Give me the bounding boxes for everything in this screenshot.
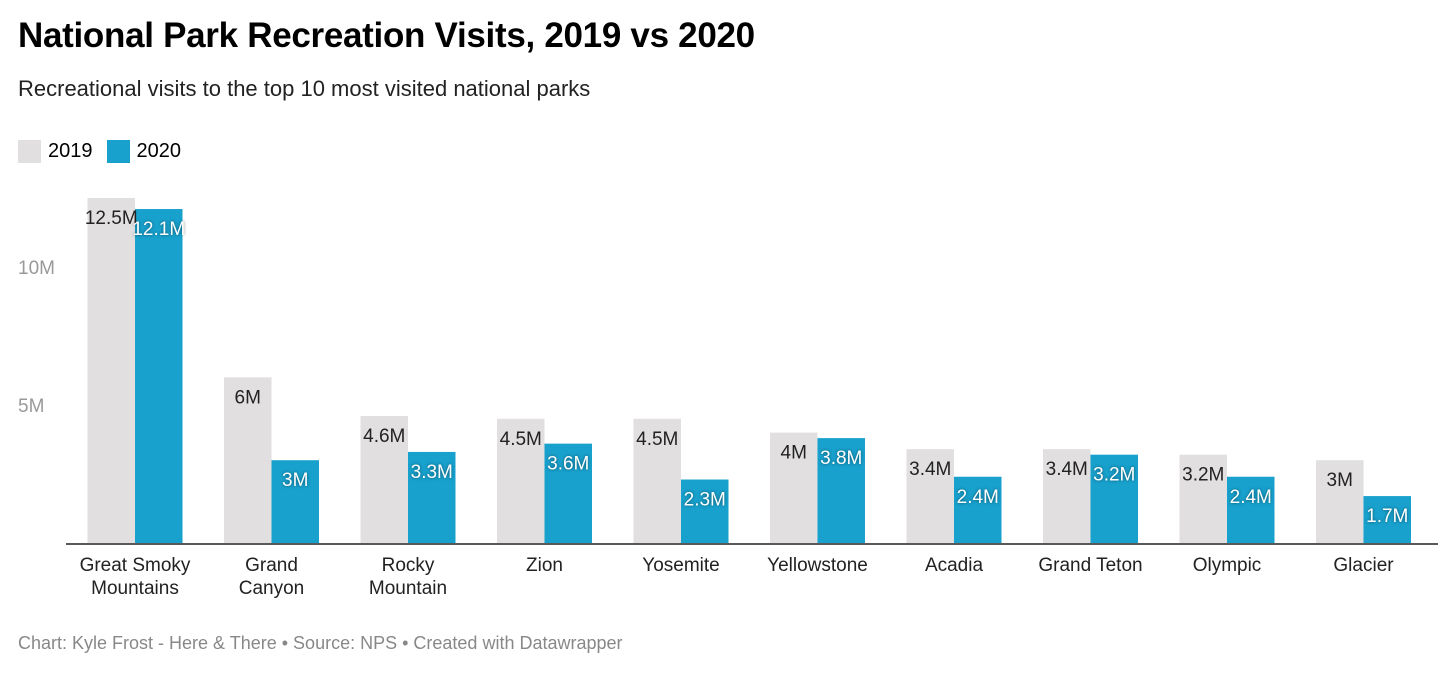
x-tick-label: Grand Teton: [1038, 555, 1142, 576]
bar-2020: [135, 209, 183, 544]
value-label-2020: 1.7M: [1366, 506, 1408, 527]
bar-2020: [1227, 476, 1275, 543]
value-label-2020: 3.6M: [547, 454, 589, 475]
chart-title: National Park Recreation Visits, 2019 vs…: [18, 16, 755, 55]
value-label-2019: 12.5M: [85, 208, 138, 229]
x-tick-label: Zion: [526, 555, 563, 576]
x-tick-label: Olympic: [1193, 555, 1262, 576]
bar-2020: [817, 438, 865, 543]
bar-2019: [497, 418, 545, 543]
bar-2020: [271, 460, 319, 543]
x-tick-label: Rocky: [382, 555, 435, 576]
value-label-2020: 3M: [282, 470, 308, 491]
value-label-2020: 3.3M: [411, 462, 453, 483]
value-label-2020: 2.4M: [1230, 487, 1272, 508]
legend-item-2019: 2019: [18, 140, 93, 163]
bar-2020: [1363, 496, 1411, 543]
bar-2019: [1316, 460, 1364, 543]
legend-swatch-2019: [18, 140, 41, 163]
bar-2019: [224, 377, 272, 543]
value-label-2019: 4M: [781, 443, 807, 464]
value-label-2020: 2.3M: [684, 490, 726, 511]
value-label-2019: 4.5M: [500, 429, 542, 450]
value-label-2019: 3.4M: [909, 459, 951, 480]
value-label-2019: 3.4M: [1046, 459, 1088, 480]
value-label-2020: 12.1M: [132, 219, 185, 240]
value-label-2019: 4.5M: [636, 429, 678, 450]
bar-2019: [1179, 454, 1227, 543]
bar-2019: [360, 416, 408, 543]
value-label-2020: 2.4M: [957, 487, 999, 508]
bar-2019: [1043, 449, 1091, 543]
legend-label-2020: 2020: [136, 140, 182, 162]
value-label-2019: 3M: [1327, 470, 1353, 491]
x-tick-label: Yellowstone: [767, 555, 868, 576]
bar-2020: [954, 476, 1002, 543]
x-tick-label: Glacier: [1333, 555, 1394, 576]
y-tick-label: 10M: [18, 258, 55, 279]
legend-swatch-2020: [106, 140, 130, 163]
legend: 2019 2020: [18, 140, 181, 163]
bar-2020: [1090, 454, 1138, 543]
chart-footer: Chart: Kyle Frost - Here & There • Sourc…: [18, 633, 623, 653]
value-label-2019: 4.6M: [363, 426, 405, 447]
value-label-2019: 3.2M: [1182, 465, 1224, 486]
x-tick-label: Mountains: [91, 578, 179, 599]
x-tick-label: Great Smoky: [80, 555, 191, 576]
legend-label-2019: 2019: [48, 140, 93, 162]
value-label-2020: 3.8M: [820, 448, 862, 469]
value-label-2019: 6M: [235, 387, 261, 408]
x-tick-label: Yosemite: [642, 555, 719, 576]
value-label-2020: 3.2M: [1093, 465, 1135, 486]
legend-item-2020: 2020: [106, 140, 182, 163]
bar-2019: [770, 432, 818, 543]
x-tick-label: Acadia: [925, 555, 984, 576]
bar-2019: [633, 418, 681, 543]
bar-2020: [681, 479, 729, 543]
x-tick-label: Grand: [245, 555, 298, 576]
bar-2020: [544, 443, 592, 543]
x-tick-label: Canyon: [239, 578, 305, 599]
bar-2019: [906, 449, 954, 543]
y-tick-label: 5M: [18, 396, 44, 417]
x-tick-label: Mountain: [369, 578, 447, 599]
chart-subtitle: Recreational visits to the top 10 most v…: [18, 76, 591, 101]
bar-2020: [408, 451, 456, 543]
bar-2019: [87, 198, 135, 543]
